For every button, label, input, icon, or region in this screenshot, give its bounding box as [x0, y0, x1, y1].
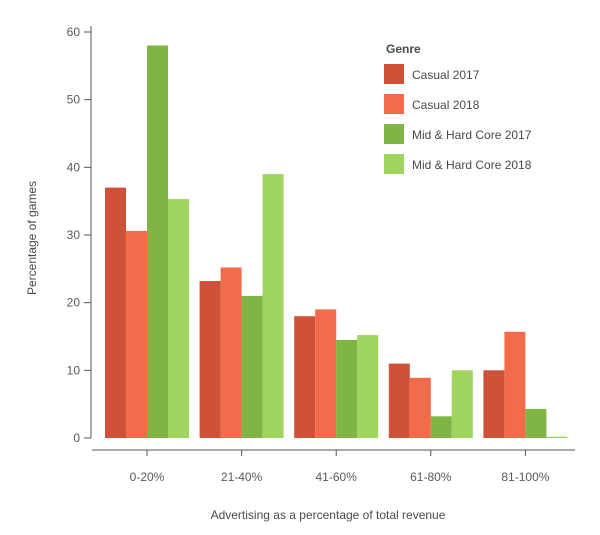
y-tick-label: 0 — [73, 431, 80, 445]
bar — [168, 199, 189, 438]
x-tick-label: 41-60% — [316, 470, 358, 484]
legend-swatch — [384, 154, 404, 174]
bar — [336, 339, 358, 438]
bar — [241, 295, 263, 438]
legend-label: Casual 2017 — [412, 68, 480, 82]
x-axis: 0-20% 21-40% 41-60% 61-80% 81-100% — [92, 449, 575, 484]
y-axis-title: Percentage of games — [25, 181, 39, 295]
x-axis-title: Advertising as a percentage of total rev… — [211, 508, 446, 522]
bar — [262, 174, 284, 438]
legend-swatch — [384, 124, 404, 144]
legend-label: Mid & Hard Core 2017 — [412, 128, 532, 142]
bar — [147, 45, 168, 438]
bar — [525, 408, 547, 438]
bar — [294, 316, 316, 438]
bar — [409, 377, 431, 438]
bars-group — [105, 45, 568, 438]
bar — [126, 230, 147, 438]
legend-label: Casual 2018 — [412, 98, 480, 112]
x-tick-label: 61-80% — [410, 470, 452, 484]
x-tick-label: 21-40% — [221, 470, 263, 484]
bar — [504, 331, 526, 438]
bar — [357, 335, 379, 438]
bar — [388, 363, 410, 438]
y-tick-label: 10 — [67, 363, 81, 377]
legend: Genre Casual 2017 Casual 2018 Mid & Hard C… — [384, 42, 532, 174]
legend-swatch — [384, 64, 404, 84]
y-tick-label: 50 — [67, 93, 81, 107]
y-axis: 0 10 20 30 40 50 60 — [67, 25, 92, 445]
bar — [105, 187, 126, 438]
x-tick-label: 0-20% — [130, 470, 165, 484]
legend-title: Genre — [386, 42, 421, 56]
legend-swatch — [384, 94, 404, 114]
y-tick-label: 20 — [67, 296, 81, 310]
y-tick-label: 30 — [67, 228, 81, 242]
y-tick-label: 60 — [67, 25, 81, 39]
bar — [483, 370, 505, 438]
bar — [199, 281, 221, 438]
bar — [546, 436, 568, 438]
x-tick-label: 81-100% — [501, 470, 549, 484]
bar — [220, 267, 242, 438]
bar — [315, 309, 337, 438]
legend-label: Mid & Hard Core 2018 — [412, 158, 532, 172]
y-tick-label: 40 — [67, 160, 81, 174]
bar — [430, 416, 452, 438]
bar — [451, 370, 473, 438]
